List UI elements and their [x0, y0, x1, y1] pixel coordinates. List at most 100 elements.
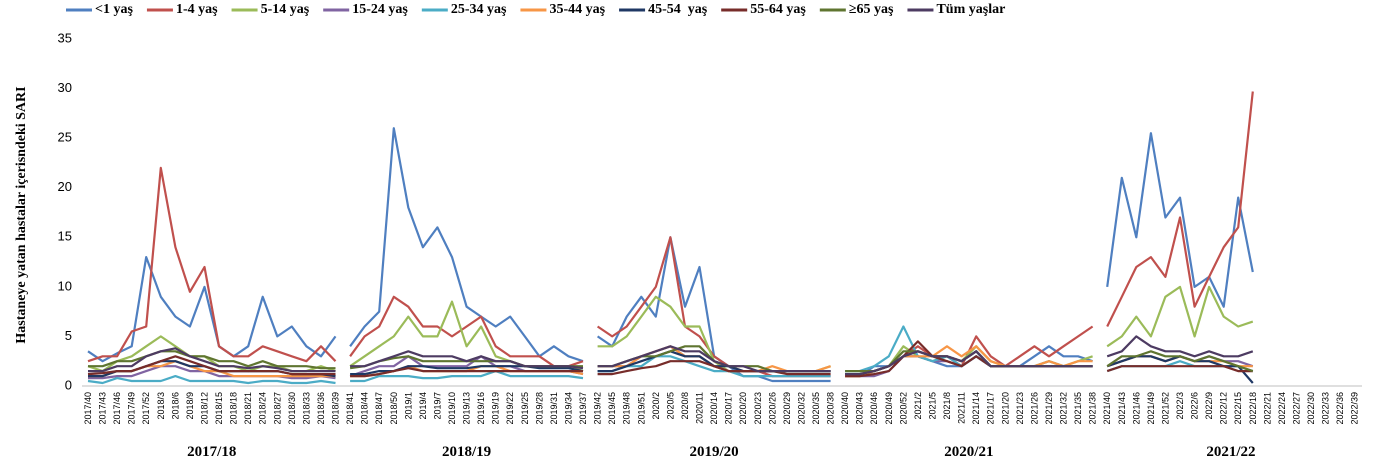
x-tick-label: 2021/38 [1088, 392, 1098, 425]
series-line [1106, 365, 1253, 373]
series-line [1106, 91, 1254, 327]
x-tick-label: 2021/35 [1073, 392, 1083, 425]
x-tick-label: 2019/10 [447, 392, 457, 425]
x-tick-label: 2020/35 [811, 392, 821, 425]
legend-label: 45-54 yaş [648, 2, 708, 17]
x-tick-label: 2019/1 [403, 392, 413, 420]
y-tick-label: 25 [58, 130, 72, 145]
x-tick-label: 2020/2 [651, 392, 661, 420]
x-tick-label: 2017/46 [112, 392, 122, 425]
series-line [1106, 132, 1254, 308]
legend-label: 25-34 yaş [451, 2, 507, 17]
x-tick-label: 2019/7 [432, 392, 442, 420]
x-tick-label: 2022/9 [1204, 392, 1214, 420]
x-tick-label: 2022/18 [1248, 392, 1258, 425]
x-tick-label: 2022/12 [1219, 392, 1229, 425]
x-tick-label: 2020/43 [855, 392, 865, 425]
x-tick-label: 2019/51 [636, 392, 646, 425]
y-axis-title: Hastaneye yatan hastalar içerisndeki SAR… [14, 86, 29, 343]
x-tick-label: 2021/2 [913, 392, 923, 420]
x-tick-label: 2022/39 [1350, 392, 1360, 425]
x-tick-label: 2020/40 [840, 392, 850, 425]
x-tick-label: 2019/19 [491, 392, 501, 425]
x-tick-label: 2018/44 [360, 392, 370, 425]
x-tick-label: 2022/3 [1175, 392, 1185, 420]
series-line [87, 166, 337, 363]
x-tick-label: 2021/49 [1146, 392, 1156, 425]
x-tick-label: 2022/21 [1262, 392, 1272, 425]
series-line [350, 350, 584, 370]
series-line [87, 375, 336, 385]
legend-label: Tüm yaşlar [936, 2, 1005, 17]
x-tick-label: 2022/36 [1335, 392, 1345, 425]
x-tick-label: 2022/27 [1291, 392, 1301, 425]
x-tick-label: 2018/15 [214, 392, 224, 425]
x-tick-label: 2020/29 [782, 392, 792, 425]
series-line [349, 295, 584, 368]
x-tick-label: 2018/41 [345, 392, 355, 425]
x-tick-label: 2020/11 [695, 392, 705, 424]
x-tick-label: 2019/42 [593, 392, 603, 425]
x-tick-label: 2019/28 [534, 392, 544, 425]
series-line [88, 365, 336, 380]
x-tick-label: 2019/48 [622, 392, 632, 425]
y-tick-label: 30 [58, 80, 72, 95]
x-tick-label: 2018/39 [331, 392, 341, 425]
x-tick-label: 2018/18 [229, 392, 239, 425]
x-tick-label: 2018/50 [389, 392, 399, 425]
y-tick-label: 35 [58, 30, 72, 45]
series-line [597, 355, 831, 378]
x-tick-label: 2020/14 [709, 392, 719, 425]
series-line [350, 370, 584, 383]
x-tick-label: 2018/24 [258, 392, 268, 425]
x-tick-label: 2018/33 [301, 392, 311, 425]
group-label: 2019/20 [689, 444, 738, 460]
x-tick-label: 2019/13 [462, 392, 472, 425]
x-tick-label: 2021/17 [986, 392, 996, 425]
x-tick-label: 2017/49 [127, 392, 137, 425]
series-line [350, 367, 583, 378]
x-tick-label: 2021/40 [1102, 392, 1112, 425]
x-tick-label: 2020/23 [753, 392, 763, 425]
legend-label: 1-4 yaş [176, 2, 218, 17]
series-line [1106, 350, 1254, 373]
x-tick-label: 2019/25 [520, 392, 530, 425]
legend-label: ≥65 yaş [849, 2, 894, 17]
x-tick-label: 2020/17 [724, 392, 734, 425]
x-tick-label: 2021/26 [1029, 392, 1039, 425]
x-tick-label: 2021/46 [1131, 392, 1141, 425]
x-tick-label: 2020/5 [665, 392, 675, 420]
series-line [596, 236, 831, 378]
x-tick-label: 2022/6 [1190, 392, 1200, 420]
x-tick-label: 2021/20 [1000, 392, 1010, 425]
x-tick-label: 2018/6 [170, 392, 180, 420]
x-tick-label: 2018/47 [374, 392, 384, 425]
x-tick-label: 2019/4 [418, 392, 428, 420]
x-tick-label: 2019/45 [607, 392, 617, 425]
series-line [87, 355, 336, 376]
y-tick-label: 5 [65, 328, 72, 343]
legend-label: 55-64 yaş [750, 2, 806, 17]
series-line [349, 127, 584, 363]
x-tick-label: 2022/24 [1277, 392, 1287, 425]
x-tick-label: 2019/37 [578, 392, 588, 425]
x-tick-label: 2020/49 [884, 392, 894, 425]
group-label: 2017/18 [187, 444, 236, 460]
series-line [88, 350, 336, 370]
x-tick-label: 2022/33 [1321, 392, 1331, 425]
x-tick-label: 2018/21 [243, 392, 253, 425]
legend-label: 15-24 yaş [352, 2, 408, 17]
x-tick-label: 2018/27 [272, 392, 282, 425]
series-line [1106, 285, 1254, 348]
x-tick-label: 2021/29 [1044, 392, 1054, 425]
x-tick-label: 2021/14 [971, 392, 981, 425]
x-tick-label: 2018/30 [287, 392, 297, 425]
series-line [1106, 335, 1254, 358]
x-tick-label: 2018/36 [316, 392, 326, 425]
x-tick-label: 2018/3 [156, 392, 166, 420]
legend-label: <1 yaş [95, 2, 133, 17]
series-line [845, 350, 1093, 376]
x-tick-label: 2017/43 [98, 392, 108, 425]
x-tick-label: 2018/9 [185, 392, 195, 420]
